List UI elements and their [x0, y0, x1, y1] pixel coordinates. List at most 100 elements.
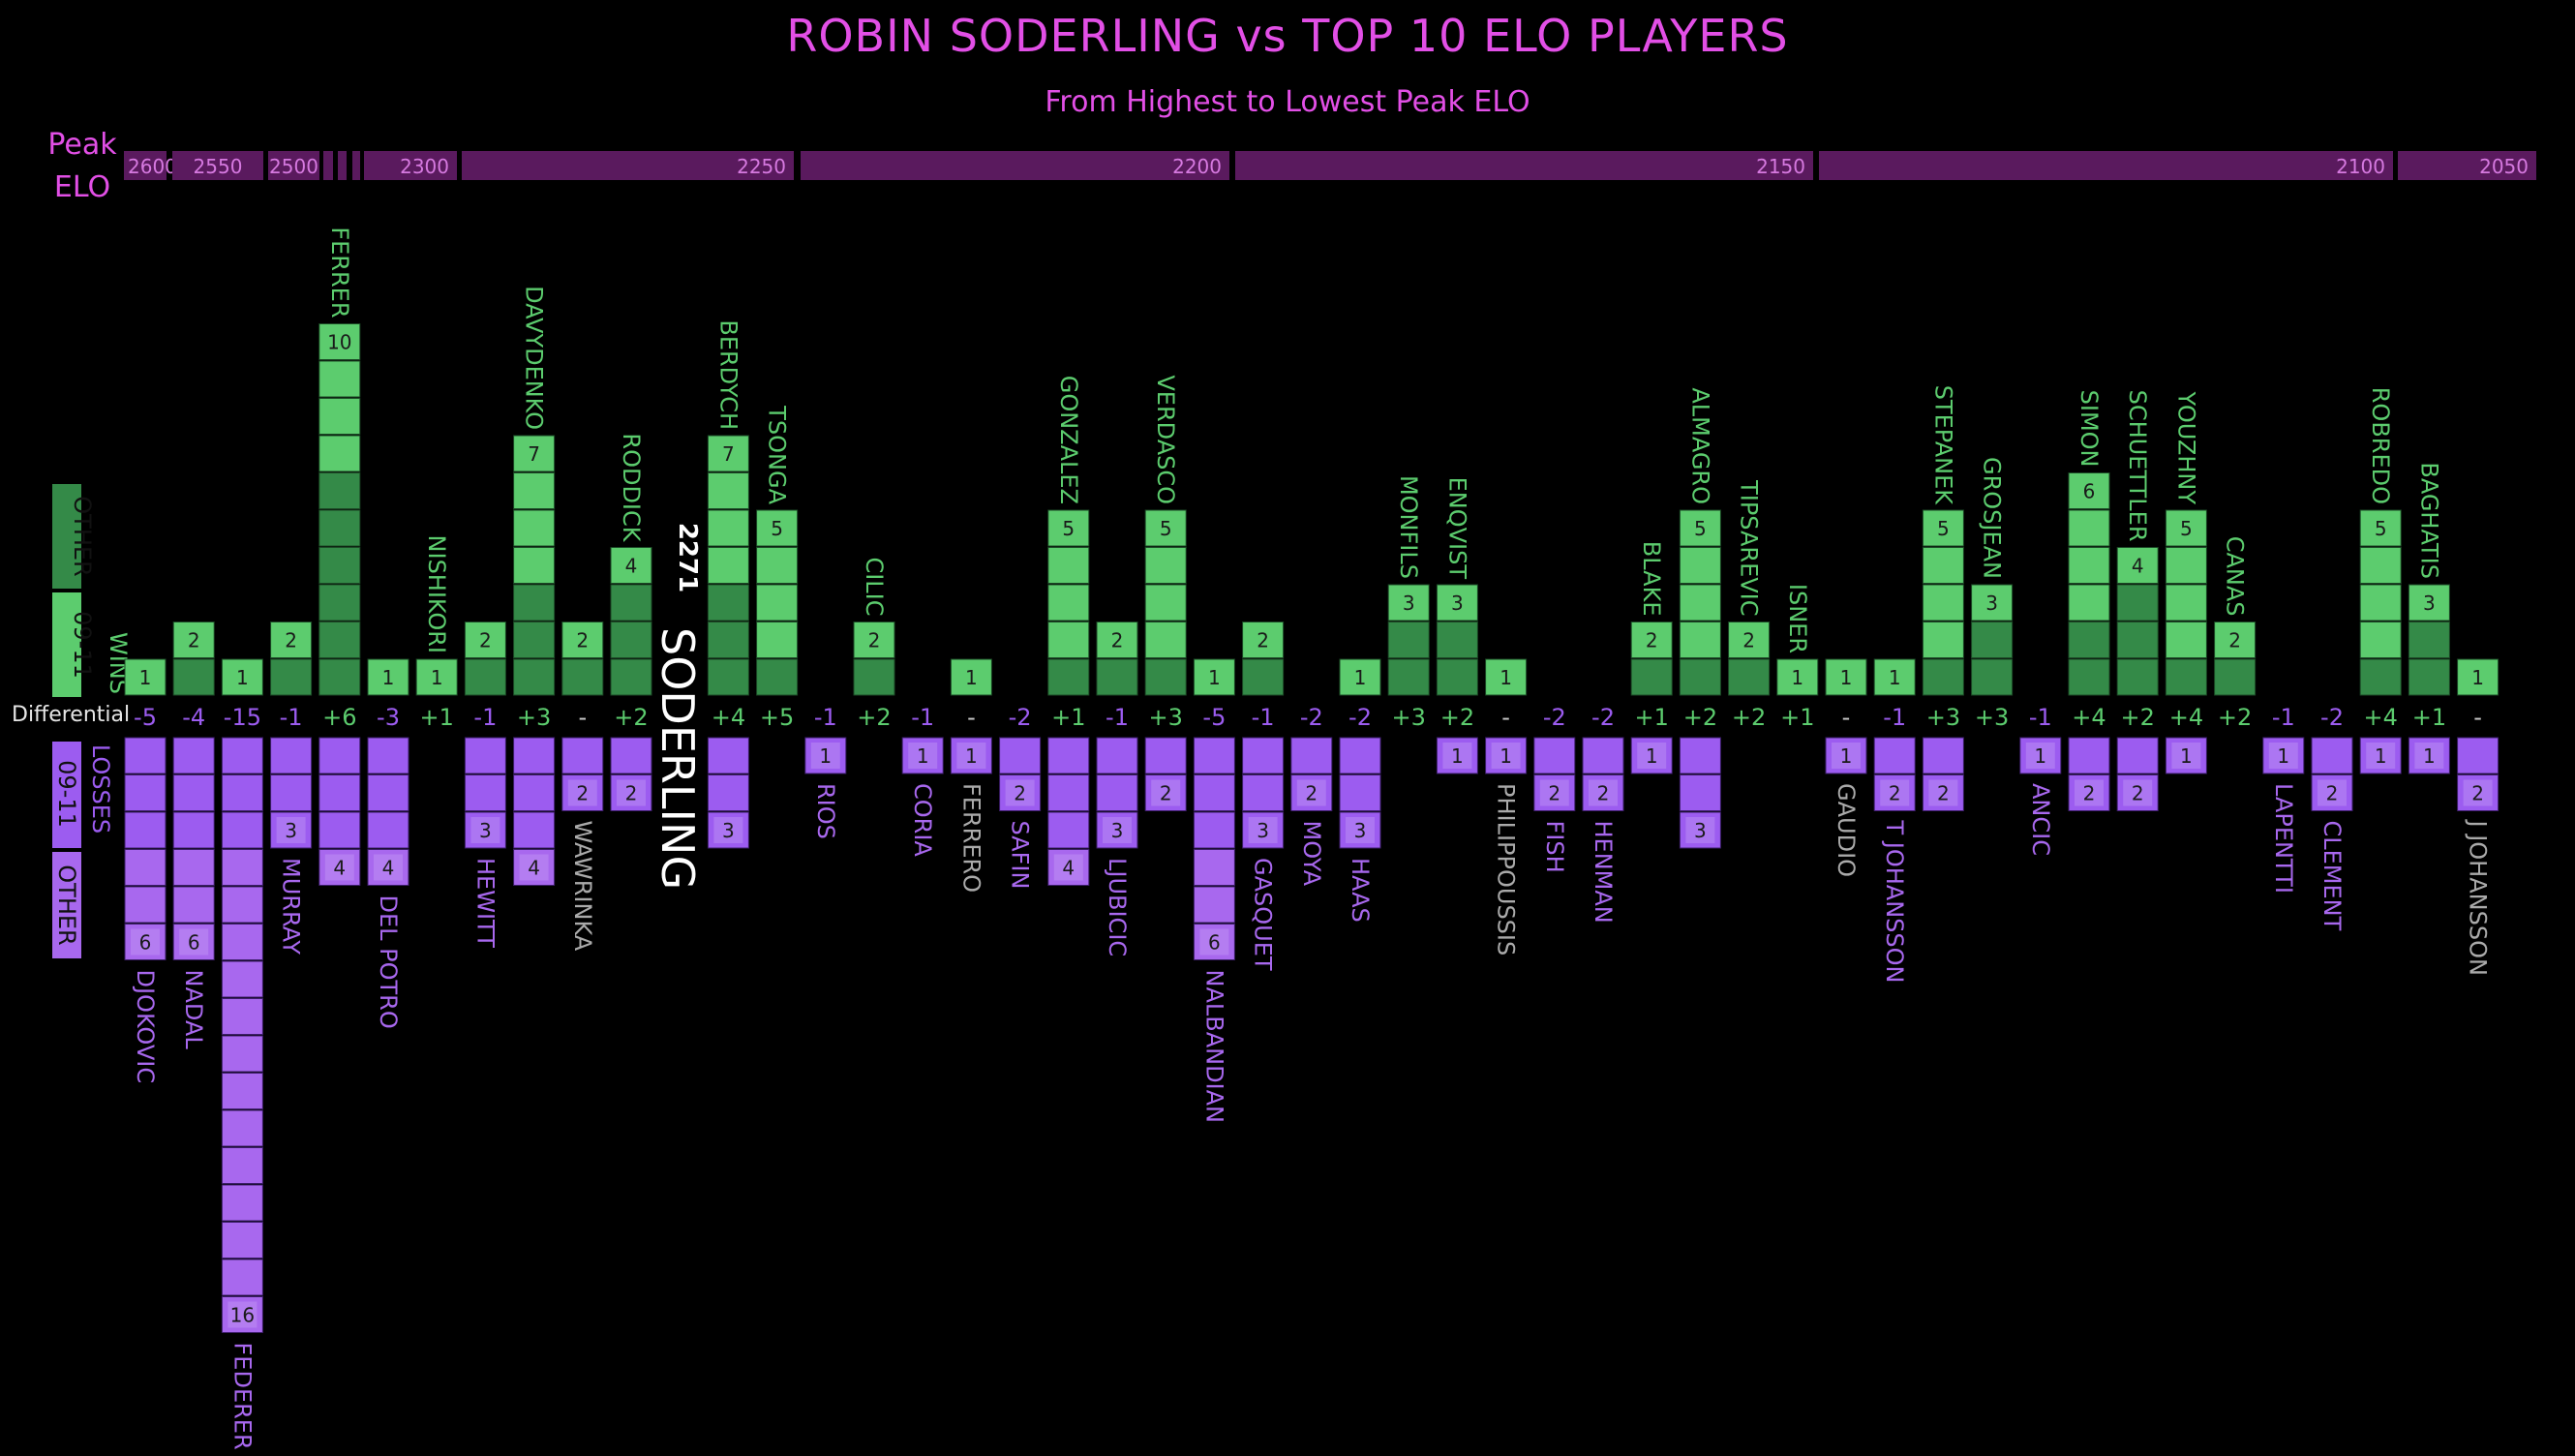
win-cell: [610, 584, 652, 622]
loss-cell: [1582, 774, 1624, 811]
loss-cell: [1047, 811, 1090, 849]
loss-cell: [2262, 737, 2305, 774]
loss-cell: [270, 811, 313, 849]
win-cell: [1096, 658, 1138, 696]
win-cell: [318, 547, 361, 584]
loss-cell: [172, 924, 215, 960]
elo-band-segment: [801, 151, 1229, 180]
win-count-label: 1: [1354, 666, 1367, 689]
loss-count-label: 2: [1014, 782, 1026, 805]
differential-value: -: [967, 704, 976, 731]
player-name: PHILIPPOUSSIS: [1493, 783, 1520, 956]
differential-value: +1: [420, 704, 454, 731]
win-cell: [756, 622, 799, 658]
elo-band-segment: [352, 151, 360, 180]
loss-cell: [1533, 774, 1576, 811]
loss-cell: [1096, 774, 1138, 811]
loss-count-box: [908, 743, 938, 769]
win-cell: [318, 509, 361, 547]
win-cell: [1873, 658, 1916, 696]
win-cell: [1728, 622, 1771, 658]
loss-count-box: [2463, 779, 2493, 806]
player-name: RODDICK: [618, 433, 645, 542]
win-cell: [2068, 472, 2110, 509]
loss-cell: [1922, 774, 1964, 811]
legend-recent-losses-box: [52, 742, 81, 848]
player-name: BAGHATIS: [2415, 462, 2442, 579]
loss-cell: [367, 811, 409, 849]
player-name: TIPSAREVIC: [1736, 479, 1763, 616]
loss-count-box: [1637, 743, 1667, 769]
loss-count-label: 1: [917, 744, 929, 768]
win-cell: [2165, 584, 2207, 622]
win-cell: [2116, 658, 2159, 696]
win-cell: [1339, 658, 1381, 696]
legend-other-losses-box: [52, 852, 81, 958]
loss-count-box: [2414, 743, 2444, 769]
loss-cell: [221, 1296, 263, 1333]
elo-tick-label: 2100: [2336, 155, 2385, 178]
loss-cell: [1144, 737, 1187, 774]
differential-value: -1: [2272, 704, 2295, 731]
win-cell: [1436, 622, 1478, 658]
loss-count-label: 6: [1208, 931, 1221, 955]
loss-count-box: [227, 1301, 258, 1328]
loss-cell: [610, 737, 652, 774]
differential-value: -1: [2029, 704, 2052, 731]
player-name: WAWRINKA: [569, 821, 596, 952]
win-cell: [1922, 658, 1964, 696]
win-cell: [610, 658, 652, 696]
differential-value: +2: [1683, 704, 1717, 731]
differential-value: -5: [134, 704, 157, 731]
differential-value: -2: [1348, 704, 1372, 731]
win-cell: [318, 398, 361, 435]
win-count-label: 2: [479, 629, 492, 652]
loss-cell: [513, 849, 556, 886]
elo-band-segment: [2398, 151, 2536, 180]
differential-value: -1: [814, 704, 837, 731]
loss-count-label: 1: [965, 744, 978, 768]
loss-count-box: [567, 779, 597, 806]
win-cell: [415, 658, 458, 696]
loss-count-label: 3: [285, 819, 297, 842]
loss-count-box: [617, 779, 646, 806]
win-count-label: 2: [1257, 629, 1269, 652]
loss-cell: [318, 849, 361, 886]
loss-cell: [1679, 737, 1721, 774]
win-cell: [2359, 509, 2402, 547]
win-count-label: 1: [1208, 666, 1221, 689]
win-cell: [1242, 658, 1285, 696]
differential-value: +3: [1149, 704, 1183, 731]
differential-value: -1: [911, 704, 934, 731]
player-name: MURRAY: [278, 858, 305, 955]
loss-cell: [172, 849, 215, 886]
loss-cell: [172, 774, 215, 811]
player-name: HAAS: [1347, 858, 1374, 923]
loss-count-label: 2: [2471, 782, 2484, 805]
win-cell: [172, 658, 215, 696]
loss-cell: [270, 737, 313, 774]
loss-count-label: 2: [576, 782, 589, 805]
win-cell: [1971, 658, 2014, 696]
loss-cell: [1193, 849, 1235, 886]
win-cell: [318, 658, 361, 696]
loss-cell: [221, 960, 263, 998]
win-cell: [1047, 547, 1090, 584]
loss-cell: [221, 998, 263, 1035]
win-cell: [1971, 622, 2014, 658]
loss-cell: [1630, 737, 1673, 774]
win-cell: [513, 547, 556, 584]
win-cell: [513, 658, 556, 696]
loss-cell: [221, 811, 263, 849]
differential-value: +2: [2218, 704, 2252, 731]
differential-value: -: [2473, 704, 2482, 731]
win-count-label: 5: [1937, 517, 1950, 540]
win-cell: [1630, 622, 1673, 658]
win-cell: [318, 472, 361, 509]
loss-count-box: [2025, 743, 2055, 769]
chart-title: ROBIN SODERLING vs TOP 10 ELO PLAYERS: [786, 10, 1789, 62]
legend-other-losses-label: OTHER: [53, 864, 80, 945]
subject-name: SODERLING: [651, 627, 704, 890]
win-count-label: 1: [1500, 666, 1512, 689]
differential-value: +1: [1635, 704, 1669, 731]
